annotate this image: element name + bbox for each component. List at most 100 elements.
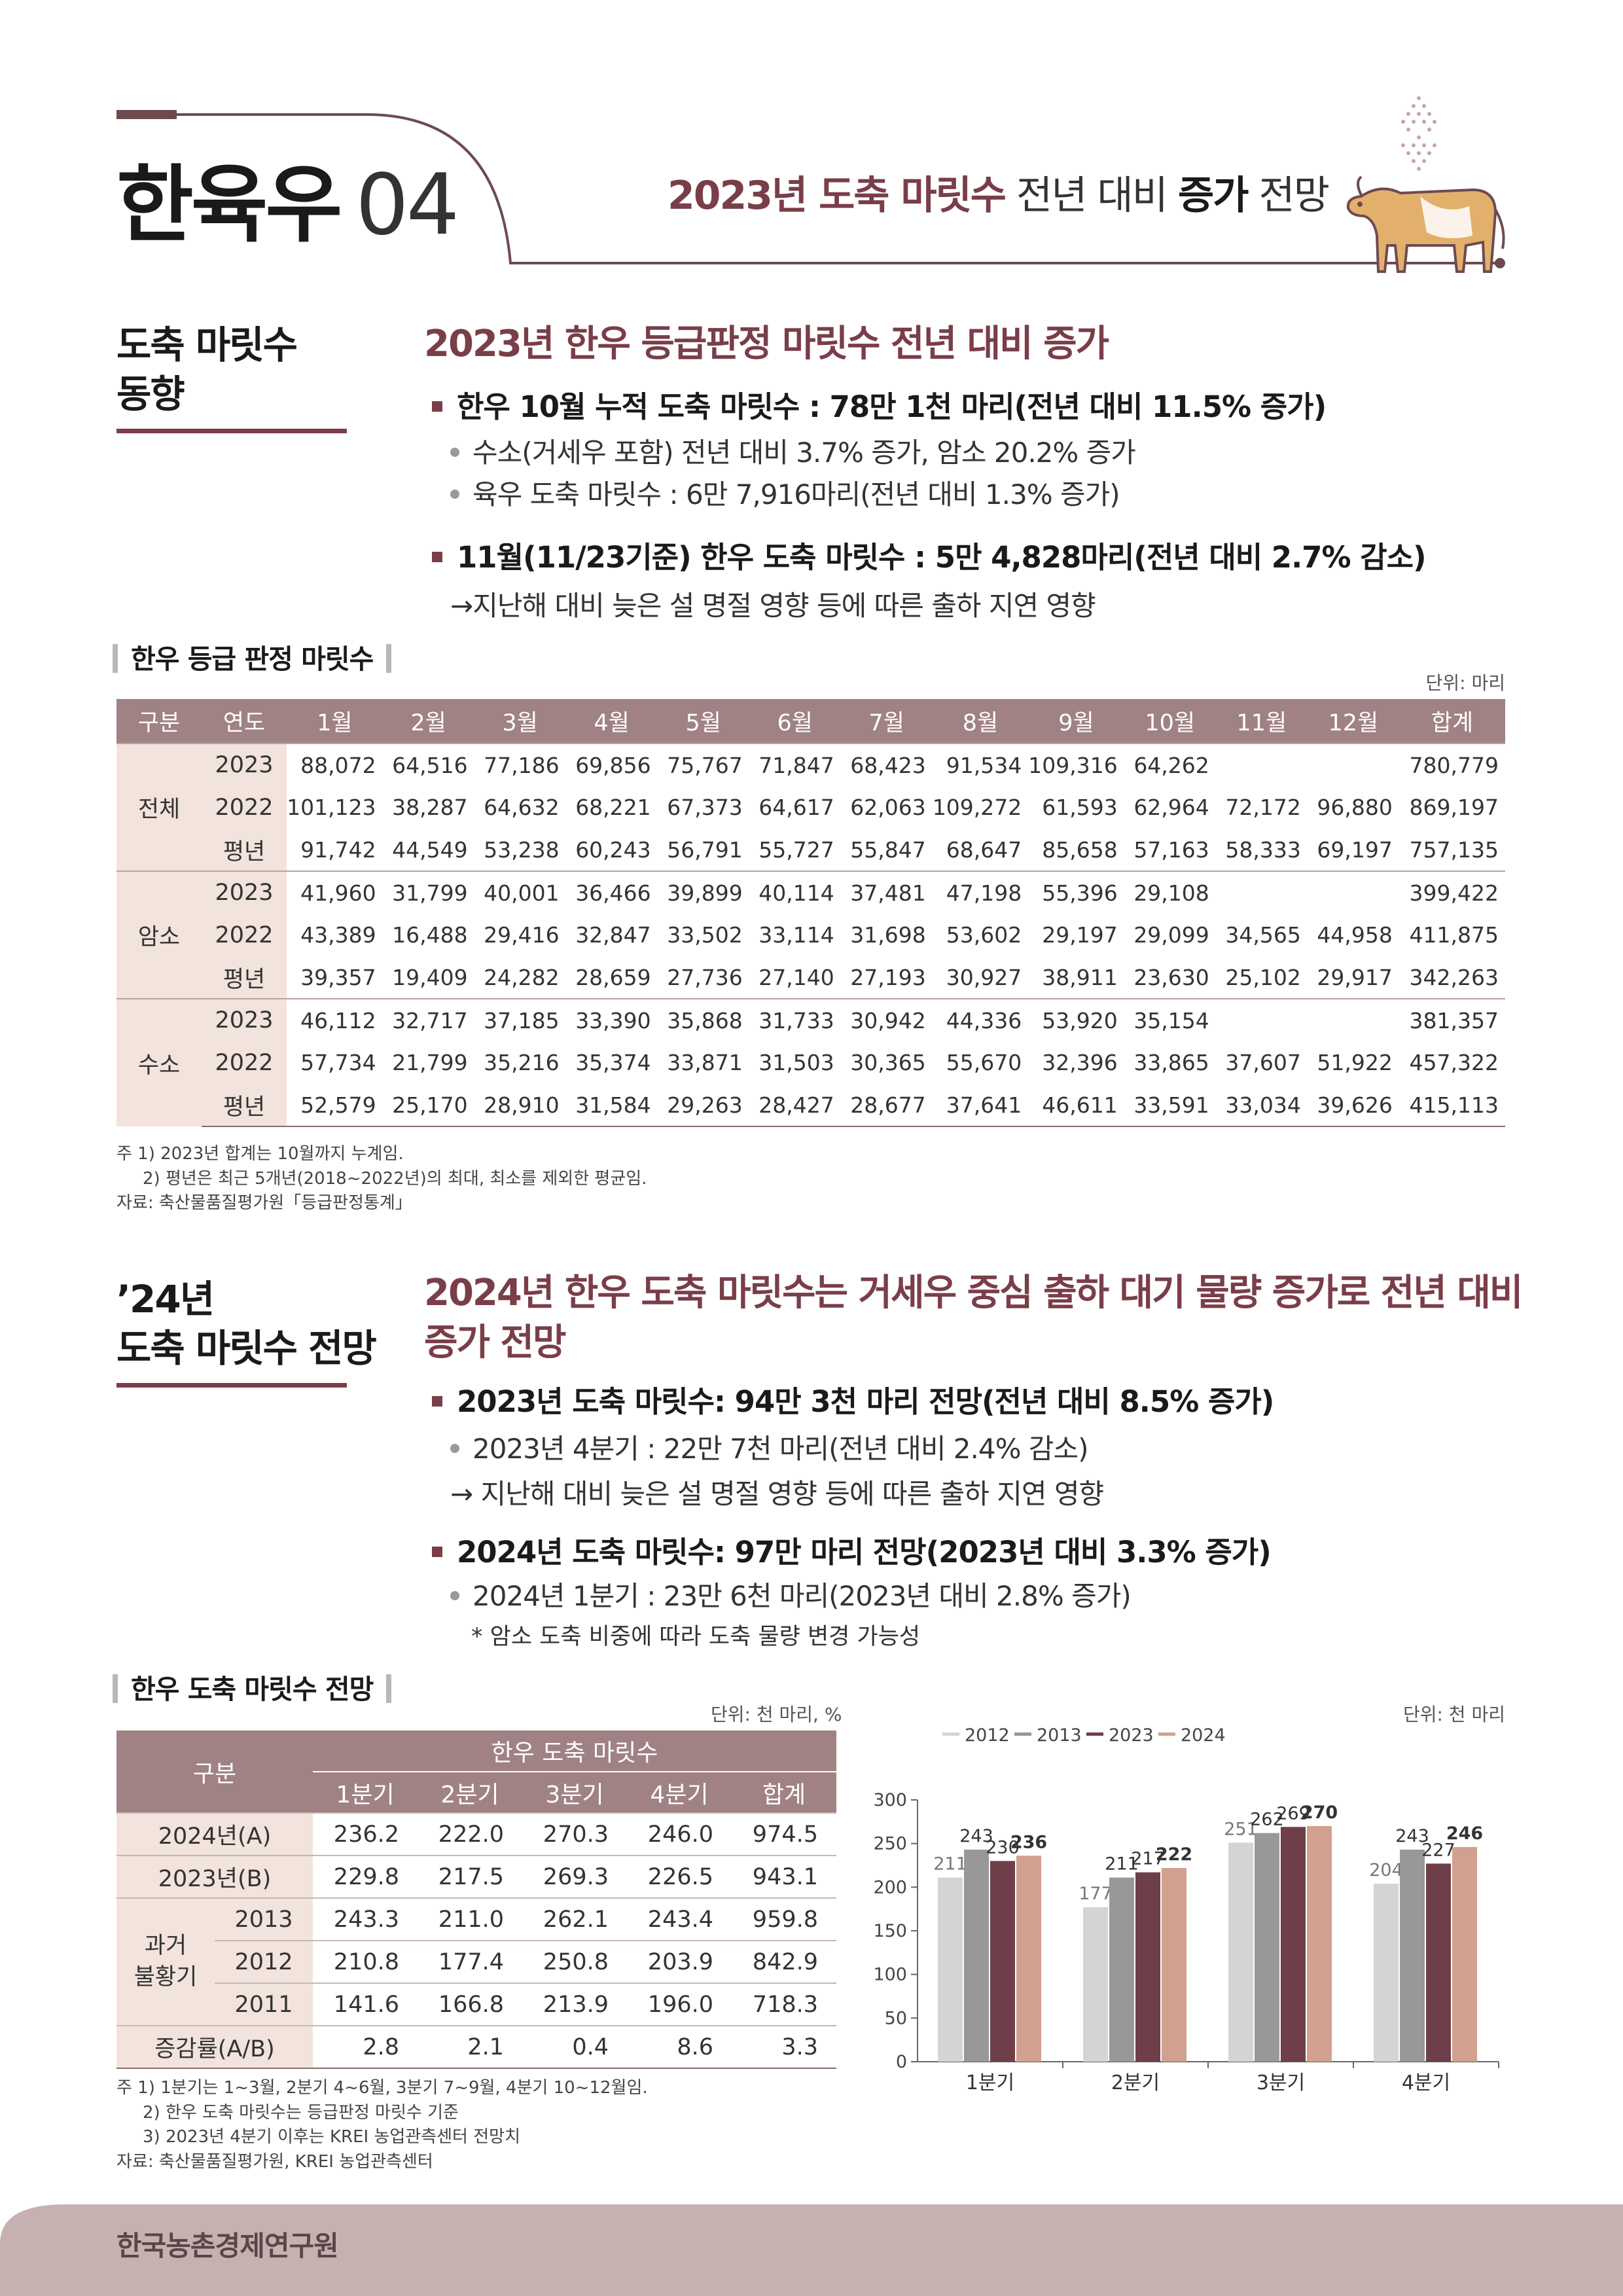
table2-row: 2023년(B) 229.8 217.5 269.3 226.5 943.1 <box>116 1855 836 1898</box>
table1-cell: 68,647 <box>946 836 1022 863</box>
table2-header-group: 구분 <box>116 1731 313 1813</box>
table2-cell: 246.0 <box>627 1812 732 1856</box>
table1-cell: 40,114 <box>749 870 841 914</box>
table1-cell: 869,197 <box>1409 795 1499 820</box>
table2-cell: 210.8 <box>313 1940 418 1983</box>
table2-cell: 269.3 <box>522 1855 627 1898</box>
table2-header-cell: 합계 <box>732 1772 836 1813</box>
bar-2024-0 <box>1016 1856 1041 2062</box>
x-tick-label: 4분기 <box>1402 2072 1450 2094</box>
table1-cell: 52,579 <box>287 1084 383 1127</box>
table1-cell: 43,389 <box>300 922 376 948</box>
table2-header-cell: 1분기 <box>313 1772 418 1813</box>
table1-cell: 28,677 <box>840 1084 933 1127</box>
table1-header-cell: 4월 <box>565 699 658 744</box>
table2-cell: 236.2 <box>313 1812 418 1856</box>
table1-year-label: 2023 <box>202 743 287 786</box>
table1-cell: 32,717 <box>382 998 474 1041</box>
bar-2012-1 <box>1083 1907 1108 2062</box>
table1-cell: 33,502 <box>667 922 743 948</box>
table1-cell: 33,871 <box>667 1050 743 1075</box>
legend-label: 2012 <box>965 1725 1010 1746</box>
legend-swatch <box>1086 1732 1103 1736</box>
x-tick-label: 2분기 <box>1111 2072 1160 2094</box>
table1-cell: 64,632 <box>484 795 560 820</box>
table1-cell: 381,357 <box>1399 998 1505 1041</box>
table1-cell: 44,336 <box>932 998 1029 1041</box>
table2-cell: 943.1 <box>732 1855 836 1898</box>
section2-arrow-note: → 지난해 대비 늦은 설 명절 영향 등에 따른 출하 지연 영향 <box>450 1478 1104 1510</box>
data-label: 243 <box>959 1826 993 1846</box>
bar-chart: 2012 2013 2023 2024 0 50 100 150 200 250 300 211 243… <box>873 1725 1499 2094</box>
table1-cell: 39,626 <box>1307 1084 1399 1127</box>
table1-year-label: 2022 <box>202 786 287 829</box>
table1-cell: 61,593 <box>1042 795 1118 820</box>
bar-2012-2 <box>1228 1842 1253 2062</box>
table1-cell: 16,488 <box>392 922 468 948</box>
table1-cell: 30,942 <box>840 998 933 1041</box>
table2-cell: 166.8 <box>418 1982 522 2026</box>
table2-cell: 141.6 <box>313 1982 418 2026</box>
table1-cell: 75,767 <box>657 743 749 786</box>
table1-cell: 56,791 <box>667 836 743 863</box>
table1-cell: 31,503 <box>758 1050 834 1075</box>
page-subtitle: 2023년 도축 마릿수 전년 대비 증가 전망 <box>668 173 1330 219</box>
y-tick-label: 50 <box>885 2008 907 2028</box>
data-label: 177 <box>1079 1884 1113 1904</box>
data-label: 222 <box>1156 1844 1192 1865</box>
table1-cell: 39,357 <box>300 964 376 990</box>
bar-2023-0 <box>990 1861 1015 2062</box>
table1-cell: 35,868 <box>657 998 749 1041</box>
table1-cell <box>1215 998 1308 1041</box>
table2-row-label: 2012 <box>215 1940 313 1983</box>
table1-cell: 62,063 <box>850 795 926 820</box>
table1-header-cell: 합계 <box>1399 699 1505 744</box>
chart-unit: 단위: 천 마리 <box>1402 1704 1505 1725</box>
table1-cell: 29,197 <box>1042 922 1118 948</box>
table2-cell: 842.9 <box>732 1940 836 1983</box>
table1-year-label: 2022 <box>202 914 287 956</box>
y-tick-label: 150 <box>873 1921 907 1941</box>
y-tick-label: 300 <box>873 1790 907 1810</box>
table1-year-label: 2022 <box>202 1041 287 1084</box>
table1-cell: 33,034 <box>1215 1084 1308 1127</box>
table1-cell: 19,409 <box>392 964 468 990</box>
x-tick-label: 3분기 <box>1257 2072 1305 2094</box>
section2-sub2: 2024년 1분기 : 23만 6천 마리(2023년 대비 2.8% 증가) <box>450 1574 1132 1614</box>
section2-bullet2: 2024년 도축 마릿수: 97만 마리 전망(2023년 대비 3.3% 증가… <box>432 1528 1272 1571</box>
table1-row: 평년 39,357 19,409 24,282 28,659 27,736 27,140 27… <box>116 956 1505 999</box>
section2-footnote: * 암소 도축 비중에 따라 도축 물량 변경 가능성 <box>471 1624 921 1650</box>
table1-cell: 72,172 <box>1225 795 1301 820</box>
data-label: 211 <box>933 1854 967 1874</box>
y-tick-label: 200 <box>873 1877 907 1897</box>
table2-cell: 3.3 <box>732 2025 836 2069</box>
table1-cell: 55,670 <box>946 1050 1022 1075</box>
table2-cell: 262.1 <box>522 1897 627 1941</box>
data-label: 236 <box>1010 1832 1047 1852</box>
table1-cell: 44,958 <box>1317 922 1393 948</box>
bar-2023-2 <box>1281 1827 1306 2062</box>
data-label: 217 <box>1131 1849 1165 1869</box>
table1-cell: 28,910 <box>474 1084 566 1127</box>
table1-cell: 53,920 <box>1028 998 1124 1041</box>
table2-row: 2011 141.6 166.8 213.9 196.0 718.3 <box>116 1982 836 2026</box>
table1-cell: 37,641 <box>932 1084 1029 1127</box>
table1-header-cell: 12월 <box>1307 699 1399 744</box>
table1-cell: 96,880 <box>1317 795 1393 820</box>
table1-cell: 415,113 <box>1399 1084 1505 1127</box>
table1-cell: 35,374 <box>575 1050 651 1075</box>
table2-header-cell: 2분기 <box>418 1772 522 1813</box>
table1-cell: 64,516 <box>382 743 474 786</box>
table1-cell <box>1215 870 1308 914</box>
table1-year-label: 2023 <box>202 870 287 914</box>
table1-cell: 33,865 <box>1133 1050 1209 1075</box>
table1-cell: 58,333 <box>1225 836 1301 863</box>
table2-past-label: 과거 불황기 <box>116 1897 215 2026</box>
table2-row: 2012 210.8 177.4 250.8 203.9 842.9 <box>116 1940 836 1983</box>
legend-swatch <box>942 1732 959 1736</box>
section1-label: 도축 마릿수 동향 <box>116 323 298 417</box>
table1-header-cell: 11월 <box>1215 699 1308 744</box>
table1-cell: 64,617 <box>758 795 834 820</box>
table1-row: 전체 2023 88,072 64,516 77,186 69,856 75,767 71,8… <box>116 743 1505 871</box>
table1-cell: 46,611 <box>1028 1084 1124 1127</box>
